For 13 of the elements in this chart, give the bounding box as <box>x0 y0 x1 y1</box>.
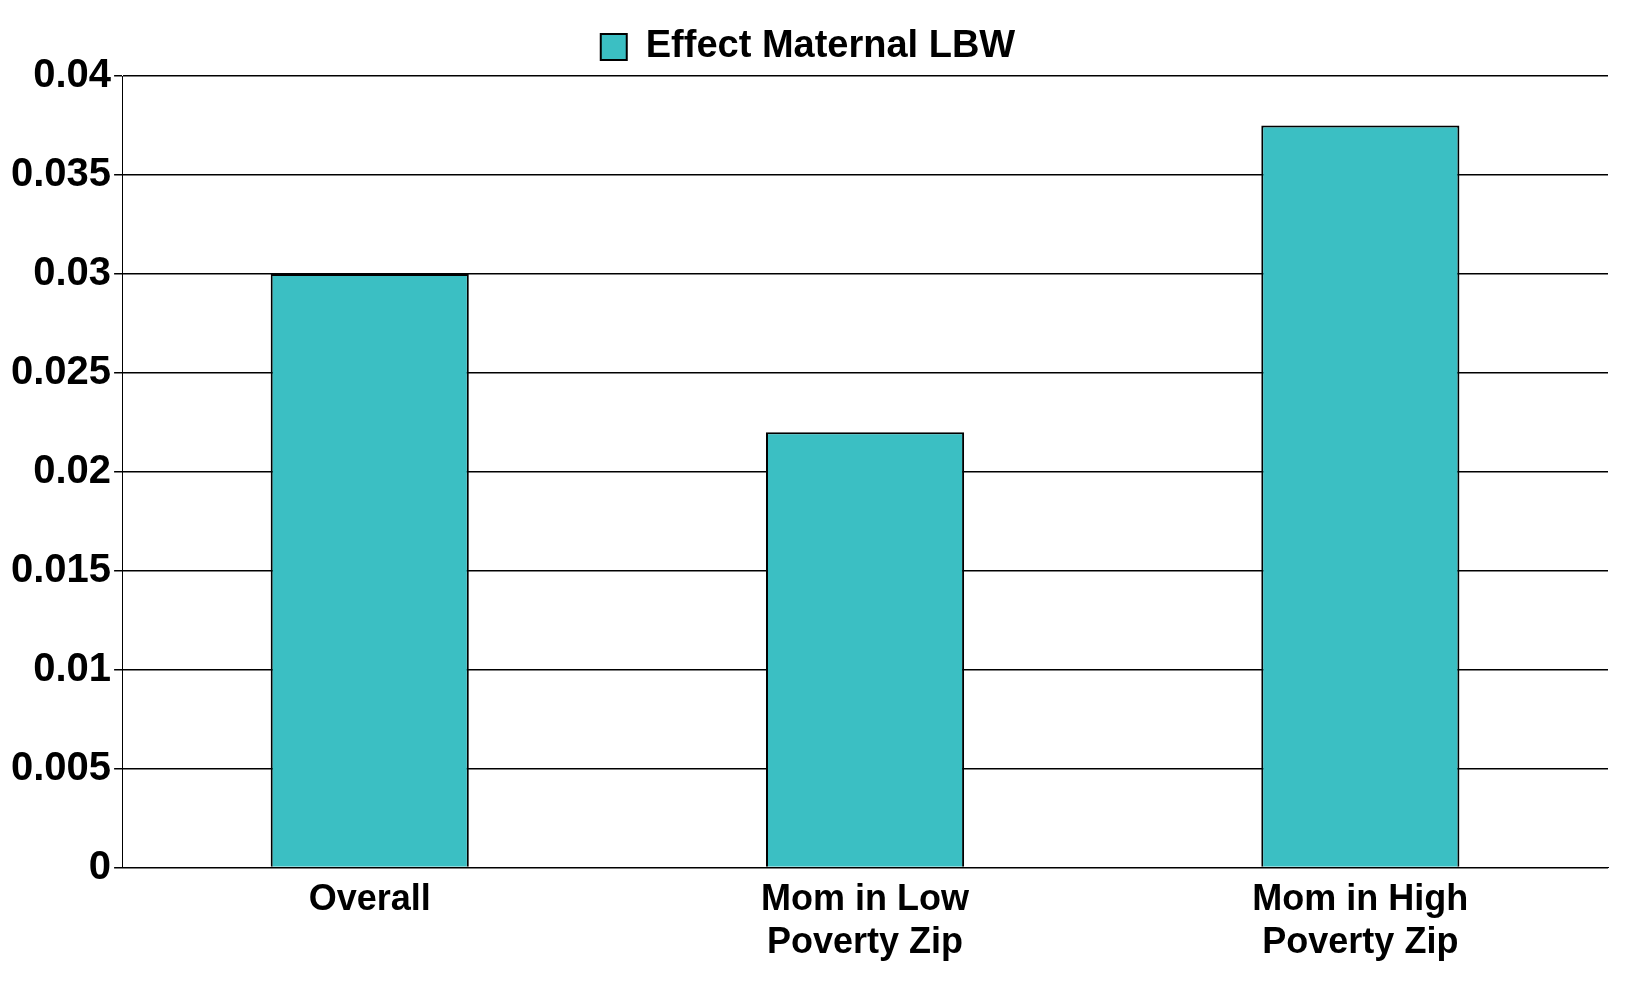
y-tick-label: 0.025 <box>10 347 112 392</box>
x-tick-label: Mom in Low Poverty Zip <box>761 877 971 962</box>
y-tick-label: 0.01 <box>33 644 112 689</box>
legend-label: Effect Maternal LBW <box>645 23 1016 66</box>
y-tick-label: 0.02 <box>33 446 112 491</box>
y-tick-label: 0.04 <box>33 51 112 96</box>
y-tick-label: 0.035 <box>10 149 112 194</box>
y-tick-label: 0.015 <box>10 545 112 590</box>
y-tick-label: 0 <box>88 842 112 887</box>
x-tick-label: Mom in High Poverty Zip <box>1252 877 1469 962</box>
y-tick-label: 0.03 <box>33 248 112 293</box>
x-tick-label: Overall <box>308 877 431 919</box>
y-tick-label: 0.005 <box>10 743 112 788</box>
